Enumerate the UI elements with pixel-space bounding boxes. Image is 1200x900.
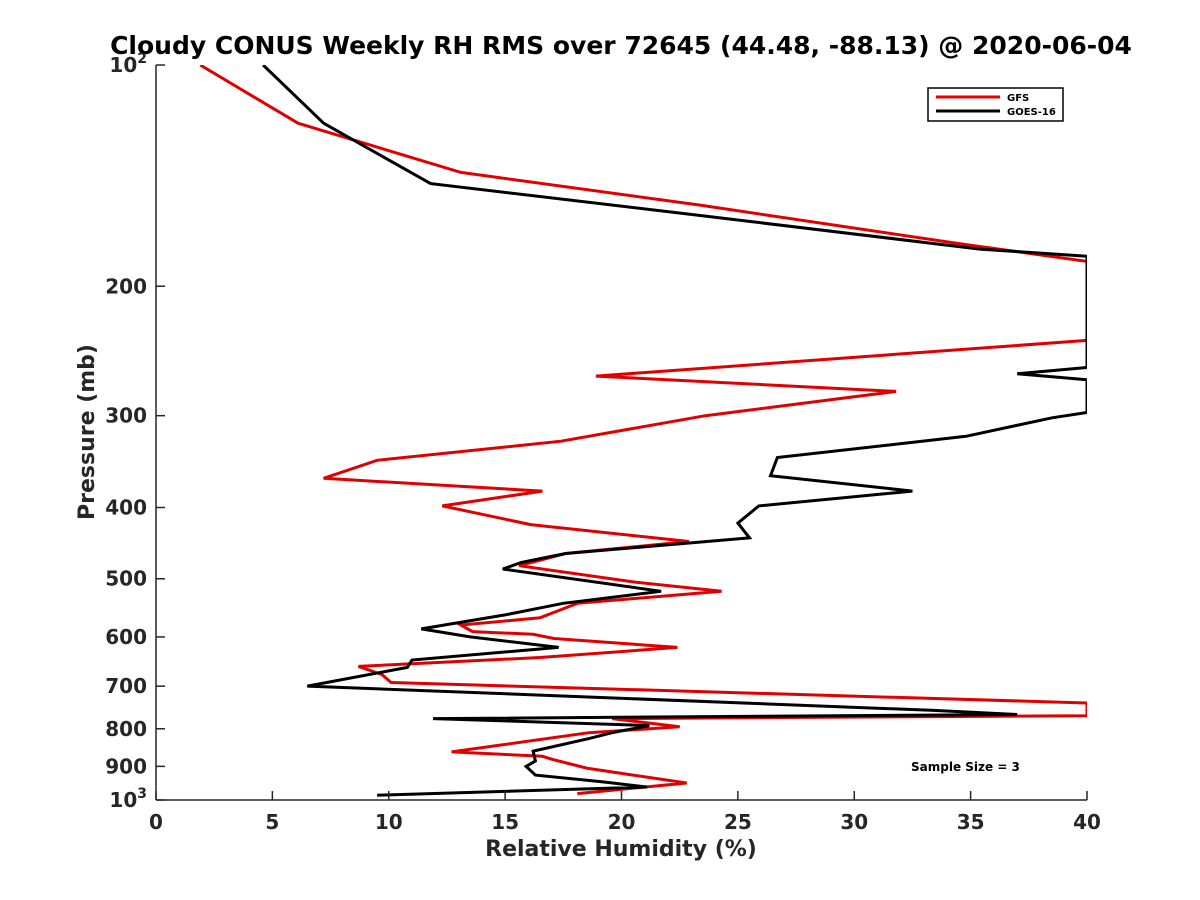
series-line-goes-16 <box>262 65 1087 797</box>
y-tick-label: 900 <box>105 754 147 778</box>
chart-title: Cloudy CONUS Weekly RH RMS over 72645 (4… <box>110 31 1132 60</box>
y-tick-label: 400 <box>105 496 147 520</box>
x-tick-label: 30 <box>840 810 868 834</box>
sample-size-annotation: Sample Size = 3 <box>911 760 1020 774</box>
x-tick-label: 15 <box>491 810 519 834</box>
legend-label: GFS <box>1007 93 1029 104</box>
x-tick-label: 35 <box>957 810 985 834</box>
y-tick-label: 300 <box>105 404 147 428</box>
y-tick-label: 102 <box>109 51 147 77</box>
x-tick-label: 10 <box>375 810 403 834</box>
legend-label: GOES-16 <box>1007 107 1056 118</box>
x-tick-label: 40 <box>1073 810 1101 834</box>
y-axis-label: Pressure (mb) <box>75 344 100 520</box>
series-line-gfs <box>199 65 1087 796</box>
x-axis-label: Relative Humidity (%) <box>485 837 757 862</box>
y-tick-label: 700 <box>105 674 147 698</box>
x-tick-label: 0 <box>149 810 163 834</box>
plot-area: 0 5 10 15 20 25 30 35 40 102 200 300 400 500 600 700 800… <box>105 51 1101 834</box>
legend: GFS GOES-16 <box>927 87 1064 122</box>
y-tick-label: 200 <box>105 274 147 298</box>
x-tick-label: 25 <box>724 810 752 834</box>
x-tick-label: 5 <box>265 810 279 834</box>
y-tick-label: 103 <box>109 786 147 812</box>
x-tick-label: 20 <box>608 810 636 834</box>
y-tick-label: 600 <box>105 625 147 649</box>
y-tick-label: 500 <box>105 567 147 591</box>
y-tick-label: 800 <box>105 717 147 741</box>
legend-box <box>927 87 1064 122</box>
